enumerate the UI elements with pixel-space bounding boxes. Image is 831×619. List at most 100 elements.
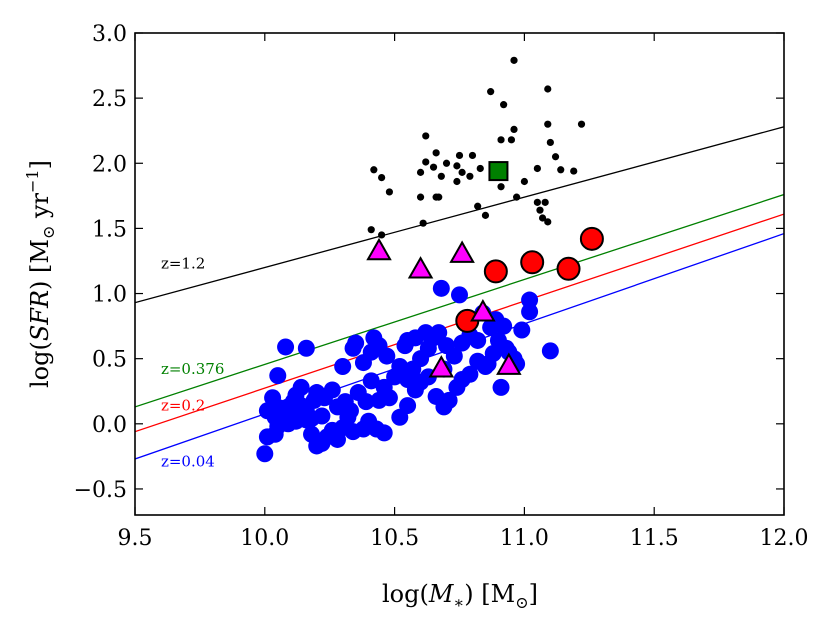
blue-circle-point-0: [256, 445, 274, 463]
blue-circle-point-28: [258, 402, 276, 420]
small-black-circle-point-22: [570, 167, 578, 175]
blue-circle-point-106: [287, 412, 305, 430]
blue-circle-point-38: [362, 372, 380, 390]
small-black-circle-point-10: [546, 138, 554, 147]
blue-circle-point-32: [313, 407, 331, 425]
y-tick-label-7: 3.0: [92, 22, 127, 47]
small-black-circle-point-42: [536, 206, 544, 214]
ref-line-label-0: z=1.2: [161, 255, 205, 273]
small-black-circle-point-38: [533, 198, 541, 206]
small-black-circle-point-13: [468, 151, 477, 160]
blue-circle-point-60: [521, 303, 539, 321]
small-black-circle-point-30: [520, 177, 529, 186]
y-tick-label-2: 0.5: [92, 348, 127, 373]
small-black-circle-point-12: [455, 151, 464, 160]
y-tick-label-0: −0.5: [74, 478, 127, 503]
magenta-triangle-point-0: [366, 237, 392, 261]
blue-circle-point-84: [425, 329, 443, 347]
x-axis-title: log(M∗) [M⊙]: [382, 580, 538, 612]
blue-circle-point-37: [357, 393, 375, 411]
small-black-circle-point-45: [367, 226, 375, 234]
magenta-triangle-point-5: [496, 352, 522, 375]
small-black-circle-point-44: [544, 218, 552, 226]
y-tick-label-6: 2.5: [92, 87, 127, 112]
blue-circle-point-104: [308, 384, 326, 402]
small-black-circle-point-3: [500, 101, 508, 109]
x-tick-label-1: 10.0: [240, 526, 289, 551]
plot-frame: [134, 32, 785, 516]
blue-circle-point-71: [399, 371, 417, 389]
small-black-circle-point-4: [544, 120, 552, 128]
small-black-circle-point-24: [416, 168, 425, 176]
ref-line-label-3: z=0.04: [161, 453, 215, 471]
magenta-triangle-point-4: [428, 355, 455, 378]
blue-circle-point-98: [541, 342, 559, 360]
small-black-circle-point-19: [476, 164, 484, 173]
blue-circle-point-88: [297, 339, 315, 357]
blue-circle-point-91: [334, 357, 352, 375]
small-black-circle-point-37: [541, 198, 549, 206]
small-black-circle-point-9: [507, 136, 516, 144]
small-black-circle-point-32: [385, 188, 394, 196]
small-black-circle-point-0: [510, 56, 518, 64]
blue-circle-point-99: [492, 378, 510, 396]
blue-circle-point-43: [399, 397, 417, 415]
y-tick-label-1: 0.0: [92, 413, 127, 438]
y-tick-label-4: 1.5: [92, 217, 127, 242]
blue-circle-point-59: [513, 321, 531, 339]
small-black-circle-point-41: [481, 211, 490, 219]
blue-circle-point-81: [451, 286, 468, 304]
y-tick-label-5: 2.0: [92, 152, 127, 177]
blue-circle-point-30: [292, 378, 310, 396]
blue-circle-point-90: [269, 367, 287, 385]
small-black-circle-point-18: [429, 163, 438, 171]
small-black-circle-point-21: [557, 166, 565, 174]
x-tick-label-0: 9.5: [118, 526, 153, 551]
blue-circle-point-101: [479, 355, 497, 373]
blue-circle-point-64: [453, 334, 471, 352]
small-black-circle-point-20: [533, 164, 541, 173]
blue-circle-point-52: [461, 365, 479, 383]
blue-circle-point-66: [438, 337, 456, 355]
blue-circle-point-105: [339, 408, 357, 426]
x-tick-label-5: 12.0: [760, 526, 809, 551]
magenta-triangle-point-2: [449, 240, 475, 263]
small-black-circle-point-26: [437, 172, 445, 180]
small-black-circle-point-28: [378, 174, 386, 182]
magenta-triangle-point-3: [470, 299, 496, 322]
plot-background: [135, 33, 784, 515]
small-black-circle-point-23: [370, 166, 378, 174]
green-square-point-0: [488, 161, 509, 182]
blue-circle-point-92: [344, 339, 362, 357]
small-black-circle-point-16: [442, 159, 451, 167]
red-circle-point-2: [520, 250, 545, 275]
x-tick-label-2: 10.5: [370, 526, 419, 551]
small-black-circle-point-2: [544, 85, 552, 93]
ref-line-label-2: z=0.2: [161, 397, 205, 415]
small-black-circle-point-43: [538, 214, 547, 222]
small-black-circle-point-31: [497, 183, 505, 191]
x-tick-label-4: 11.5: [630, 526, 679, 551]
blue-circle-point-102: [396, 337, 414, 355]
small-black-circle-point-14: [551, 153, 560, 161]
small-black-circle-point-39: [474, 202, 482, 210]
data-points: [256, 56, 604, 463]
line-labels: z=1.2 z=0.376 z=0.2 z=0.04: [161, 255, 224, 471]
small-black-circle-point-25: [458, 168, 466, 176]
small-black-circle-point-1: [487, 88, 495, 96]
small-black-circle-point-36: [513, 193, 521, 201]
small-black-circle-point-17: [453, 162, 461, 170]
magenta-triangle-point-1: [407, 256, 434, 279]
small-black-circle-point-40: [419, 219, 427, 227]
red-circle-point-3: [556, 256, 581, 281]
blue-circle-point-49: [440, 391, 458, 409]
red-circle-point-1: [483, 259, 508, 284]
small-black-circle-point-29: [453, 177, 461, 186]
small-black-circle-point-34: [416, 193, 425, 201]
blue-circle-point-41: [380, 389, 398, 407]
red-circle-point-4: [579, 226, 604, 251]
blue-circle-point-80: [432, 279, 450, 297]
blue-circle-point-79: [365, 329, 383, 347]
